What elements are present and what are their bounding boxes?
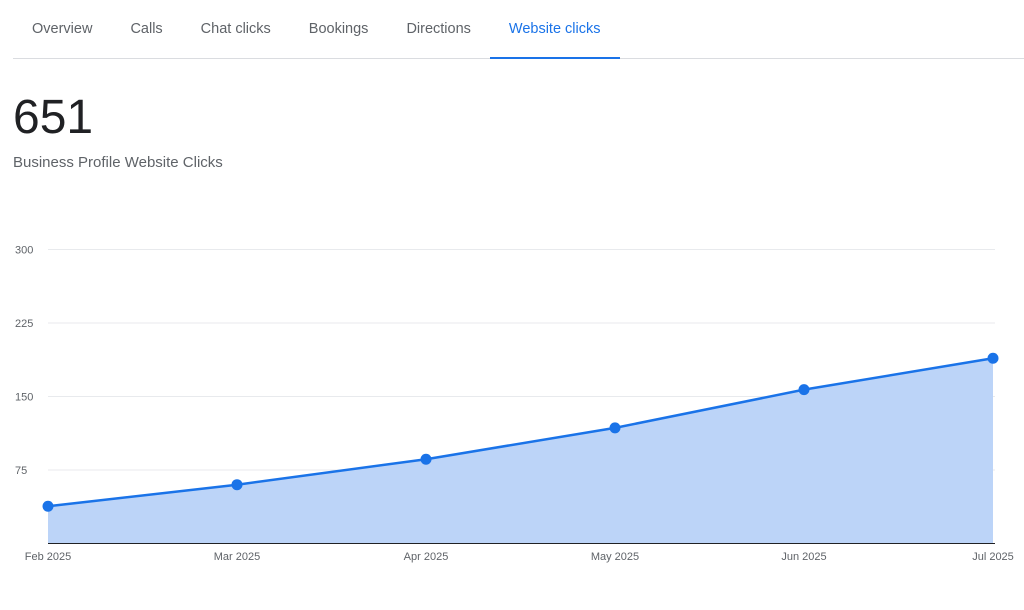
tab-overview[interactable]: Overview — [32, 21, 93, 37]
x-tick-label: May 2025 — [591, 551, 639, 563]
metric-tabs: Overview Calls Chat clicks Bookings Dire… — [13, 0, 1024, 59]
data-point — [420, 453, 432, 465]
area-fill — [48, 358, 993, 544]
tab-calls[interactable]: Calls — [130, 21, 163, 37]
x-tick-label: Feb 2025 — [25, 551, 71, 563]
x-tick-label: Apr 2025 — [404, 551, 449, 563]
data-point — [609, 422, 621, 434]
y-tick-label: 75 — [15, 465, 27, 477]
x-tick-label: Mar 2025 — [214, 551, 260, 563]
tab-bookings[interactable]: Bookings — [308, 21, 369, 37]
y-tick-label: 150 — [15, 392, 33, 404]
series-line — [47, 357, 994, 508]
data-point — [231, 479, 243, 491]
data-point — [987, 352, 999, 364]
metric-label: Business Profile Website Clicks — [13, 154, 223, 171]
data-point — [42, 500, 54, 512]
tab-website-clicks[interactable]: Website clicks — [489, 0, 620, 59]
tab-chat-clicks[interactable]: Chat clicks — [200, 21, 271, 37]
x-tick-label: Jun 2025 — [781, 551, 826, 563]
x-tick-label: Jul 2025 — [972, 551, 1014, 563]
tab-directions[interactable]: Directions — [406, 21, 471, 37]
y-tick-label: 300 — [15, 245, 33, 257]
data-point — [798, 384, 810, 396]
y-tick-label: 225 — [15, 318, 33, 330]
total-clicks-value: 651 — [13, 91, 94, 144]
